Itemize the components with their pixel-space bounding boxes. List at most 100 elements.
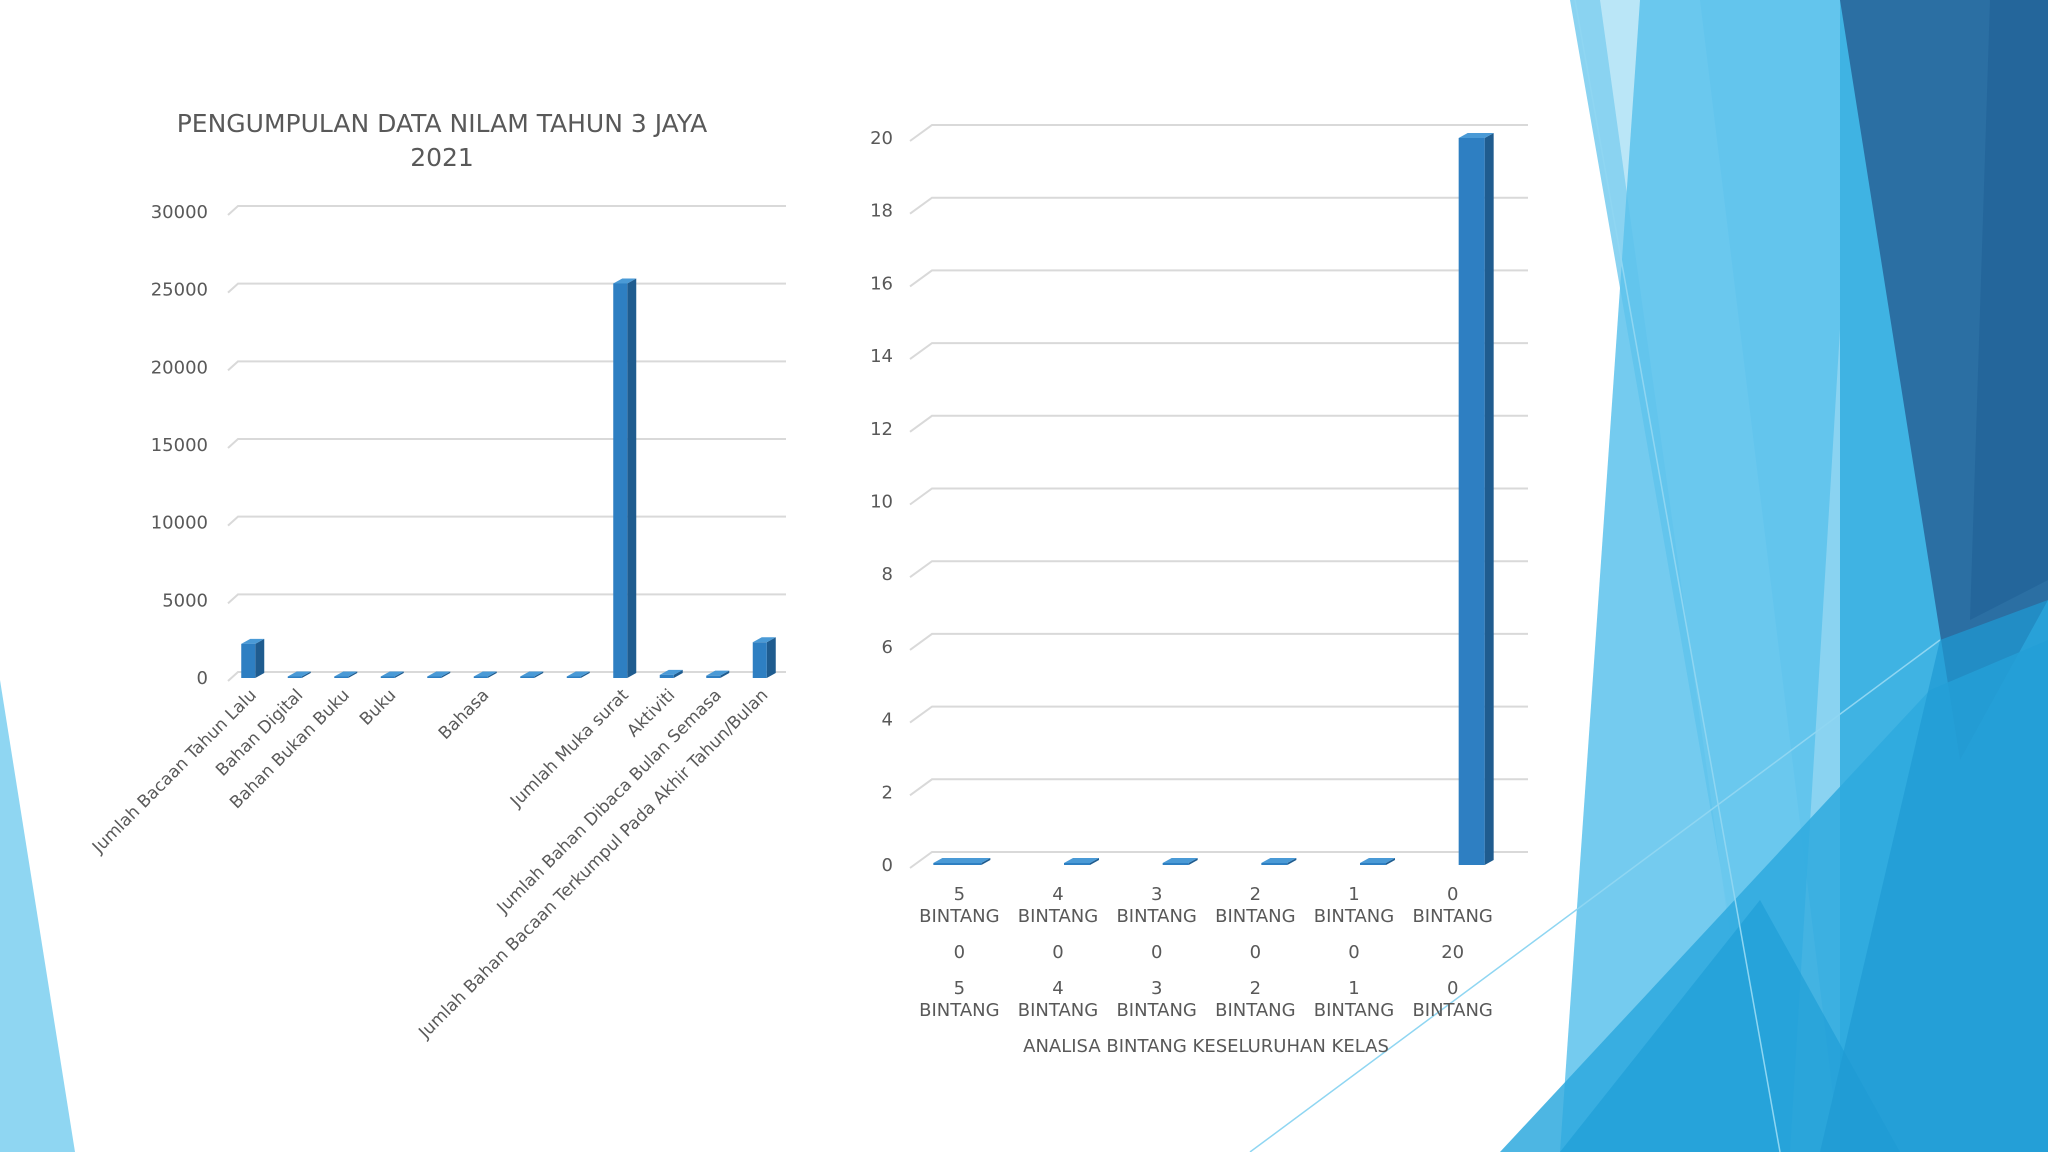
chart1-bar bbox=[473, 671, 497, 678]
chart2-x-tick-label: 0 bbox=[1447, 884, 1458, 905]
chart2-y-tick-label: 12 bbox=[870, 419, 893, 440]
chart1-bar-top bbox=[613, 278, 637, 284]
chart2-table-series-label: BINTANG bbox=[1018, 1000, 1098, 1021]
chart2-table-series-label: BINTANG bbox=[1116, 1000, 1196, 1021]
chart2-table-series-label: 1 bbox=[1348, 978, 1359, 999]
chart1-bar-top bbox=[287, 671, 311, 677]
chart2-bar-side bbox=[981, 858, 991, 865]
chart1-y-tick-label: 10000 bbox=[151, 513, 208, 534]
chart2-bar-side bbox=[1188, 858, 1198, 865]
chart2-table-series-label: BINTANG bbox=[1314, 1000, 1394, 1021]
chart1-bar bbox=[427, 671, 451, 678]
chart1-bar-side bbox=[673, 669, 683, 678]
chart1-bar-side bbox=[487, 671, 497, 678]
chart1-bar-top bbox=[706, 670, 730, 676]
chart2-y-tick-label: 8 bbox=[882, 564, 893, 585]
chart2-table-series-label: BINTANG bbox=[919, 1000, 999, 1021]
chart2-x-axis-title: ANALISA BINTANG KESELURUHAN KELAS bbox=[1023, 1036, 1389, 1057]
chart1-bar bbox=[706, 670, 730, 678]
chart1-bar bbox=[287, 671, 311, 678]
chart2-bar bbox=[1360, 858, 1395, 865]
thin-line-b bbox=[1249, 639, 1941, 1152]
chart1-bar-top bbox=[380, 671, 404, 677]
chart2-x-tick-label: BINTANG bbox=[1116, 906, 1196, 927]
chart2-gridline bbox=[909, 778, 1528, 797]
chart2-bar-side bbox=[1287, 858, 1297, 865]
chart1-bar-top bbox=[520, 671, 544, 677]
chart1-bar-front bbox=[334, 676, 349, 678]
chart2-bar-top bbox=[933, 858, 991, 863]
chart2-x-tick-label: 4 bbox=[1052, 884, 1063, 905]
chart2-gridline bbox=[909, 487, 1528, 506]
chart2-bar-front bbox=[1458, 138, 1485, 865]
chart1-bar bbox=[520, 671, 544, 678]
chart2-gridline bbox=[909, 124, 1528, 142]
chart2-x-tick-label: 3 bbox=[1151, 884, 1162, 905]
chart2-table-value: 0 bbox=[1151, 942, 1162, 963]
chart1-bar-side bbox=[580, 671, 590, 678]
chart2-x-tick-label: 2 bbox=[1250, 884, 1261, 905]
chart2-y-tick-label: 0 bbox=[882, 855, 893, 876]
chart2-gridline bbox=[909, 196, 1528, 215]
chart1-bar-side bbox=[394, 671, 404, 678]
chart2-bar bbox=[1261, 858, 1297, 865]
chart2-y-tick-label: 20 bbox=[870, 128, 893, 149]
bottom-shape-c bbox=[1820, 600, 2048, 1152]
chart2-bar-front bbox=[1360, 863, 1386, 865]
chart1-bar-side bbox=[441, 671, 451, 678]
chart1-bar-front bbox=[659, 674, 674, 678]
chart1-y-axis: 0 5000 10000 15000 20000 25000 30000 bbox=[151, 202, 208, 689]
chart1-bar-front bbox=[241, 643, 256, 678]
chart2-gridline bbox=[909, 414, 1528, 433]
chart1-y-tick-label: 25000 bbox=[151, 280, 208, 301]
chart2-bar-side bbox=[1484, 133, 1494, 865]
thin-line-a bbox=[1574, 0, 1781, 1152]
right-shape-darker bbox=[1970, 0, 2048, 620]
chart1-bar bbox=[566, 671, 590, 678]
chart2-table-value: 0 bbox=[954, 942, 965, 963]
chart1-gridlines bbox=[227, 205, 786, 682]
chart2-data-table: 5BINTANG4BINTANG3BINTANG2BINTANG1BINTANG… bbox=[919, 884, 1493, 1021]
chart1-bar-front bbox=[287, 676, 302, 678]
chart2-bar-top bbox=[1064, 858, 1099, 863]
chart2-x-tick-label: BINTANG bbox=[919, 906, 999, 927]
chart2-table-series-label: 4 bbox=[1052, 978, 1063, 999]
chart1-bar-front bbox=[427, 676, 442, 678]
chart2-bar-front bbox=[1261, 863, 1288, 865]
bottom-shape-b bbox=[1560, 900, 1900, 1152]
chart1-bar-front bbox=[520, 676, 535, 678]
chart2-y-tick-label: 6 bbox=[882, 637, 893, 658]
chart1-bar-side bbox=[301, 671, 311, 678]
chart1-gridline bbox=[227, 282, 786, 294]
chart2-bar-side bbox=[1090, 858, 1099, 865]
chart2-x-tick-label: BINTANG bbox=[1314, 906, 1394, 927]
chart2-bar-front bbox=[1162, 863, 1189, 865]
chart2-table-value: 0 bbox=[1052, 942, 1063, 963]
chart1-bar-top bbox=[241, 638, 265, 644]
chart2-gridline bbox=[909, 560, 1528, 579]
chart1-gridline bbox=[227, 360, 786, 372]
chart2-y-axis: 0 2 4 6 8 10 12 14 16 18 20 bbox=[870, 128, 893, 876]
chart2-x-tick-label: 5 bbox=[954, 884, 965, 905]
chart2-table-series-label: 0 bbox=[1447, 978, 1458, 999]
chart2-bar-top bbox=[1162, 858, 1198, 863]
chart1-bar-side bbox=[766, 637, 776, 678]
chart2-bar-top bbox=[1261, 858, 1297, 863]
chart1-gridline bbox=[227, 593, 786, 605]
chart2-x-tick-label: 1 bbox=[1348, 884, 1359, 905]
chart1-title-line2: 2021 bbox=[410, 143, 474, 172]
chart2-gridline bbox=[909, 705, 1528, 724]
chart1-bar-side bbox=[627, 278, 637, 678]
chart2-x-tick-label: BINTANG bbox=[1018, 906, 1098, 927]
chart1-bar-front bbox=[566, 676, 581, 678]
chart2-x-tick-label: BINTANG bbox=[1215, 906, 1295, 927]
chart1-bar-side bbox=[348, 671, 358, 678]
chart1-bar-top bbox=[427, 671, 451, 677]
chart2-table-value: 20 bbox=[1441, 942, 1464, 963]
chart1-bar-side bbox=[255, 638, 265, 678]
chart1-gridline bbox=[227, 205, 786, 216]
chart2-bar-side bbox=[1386, 858, 1395, 865]
